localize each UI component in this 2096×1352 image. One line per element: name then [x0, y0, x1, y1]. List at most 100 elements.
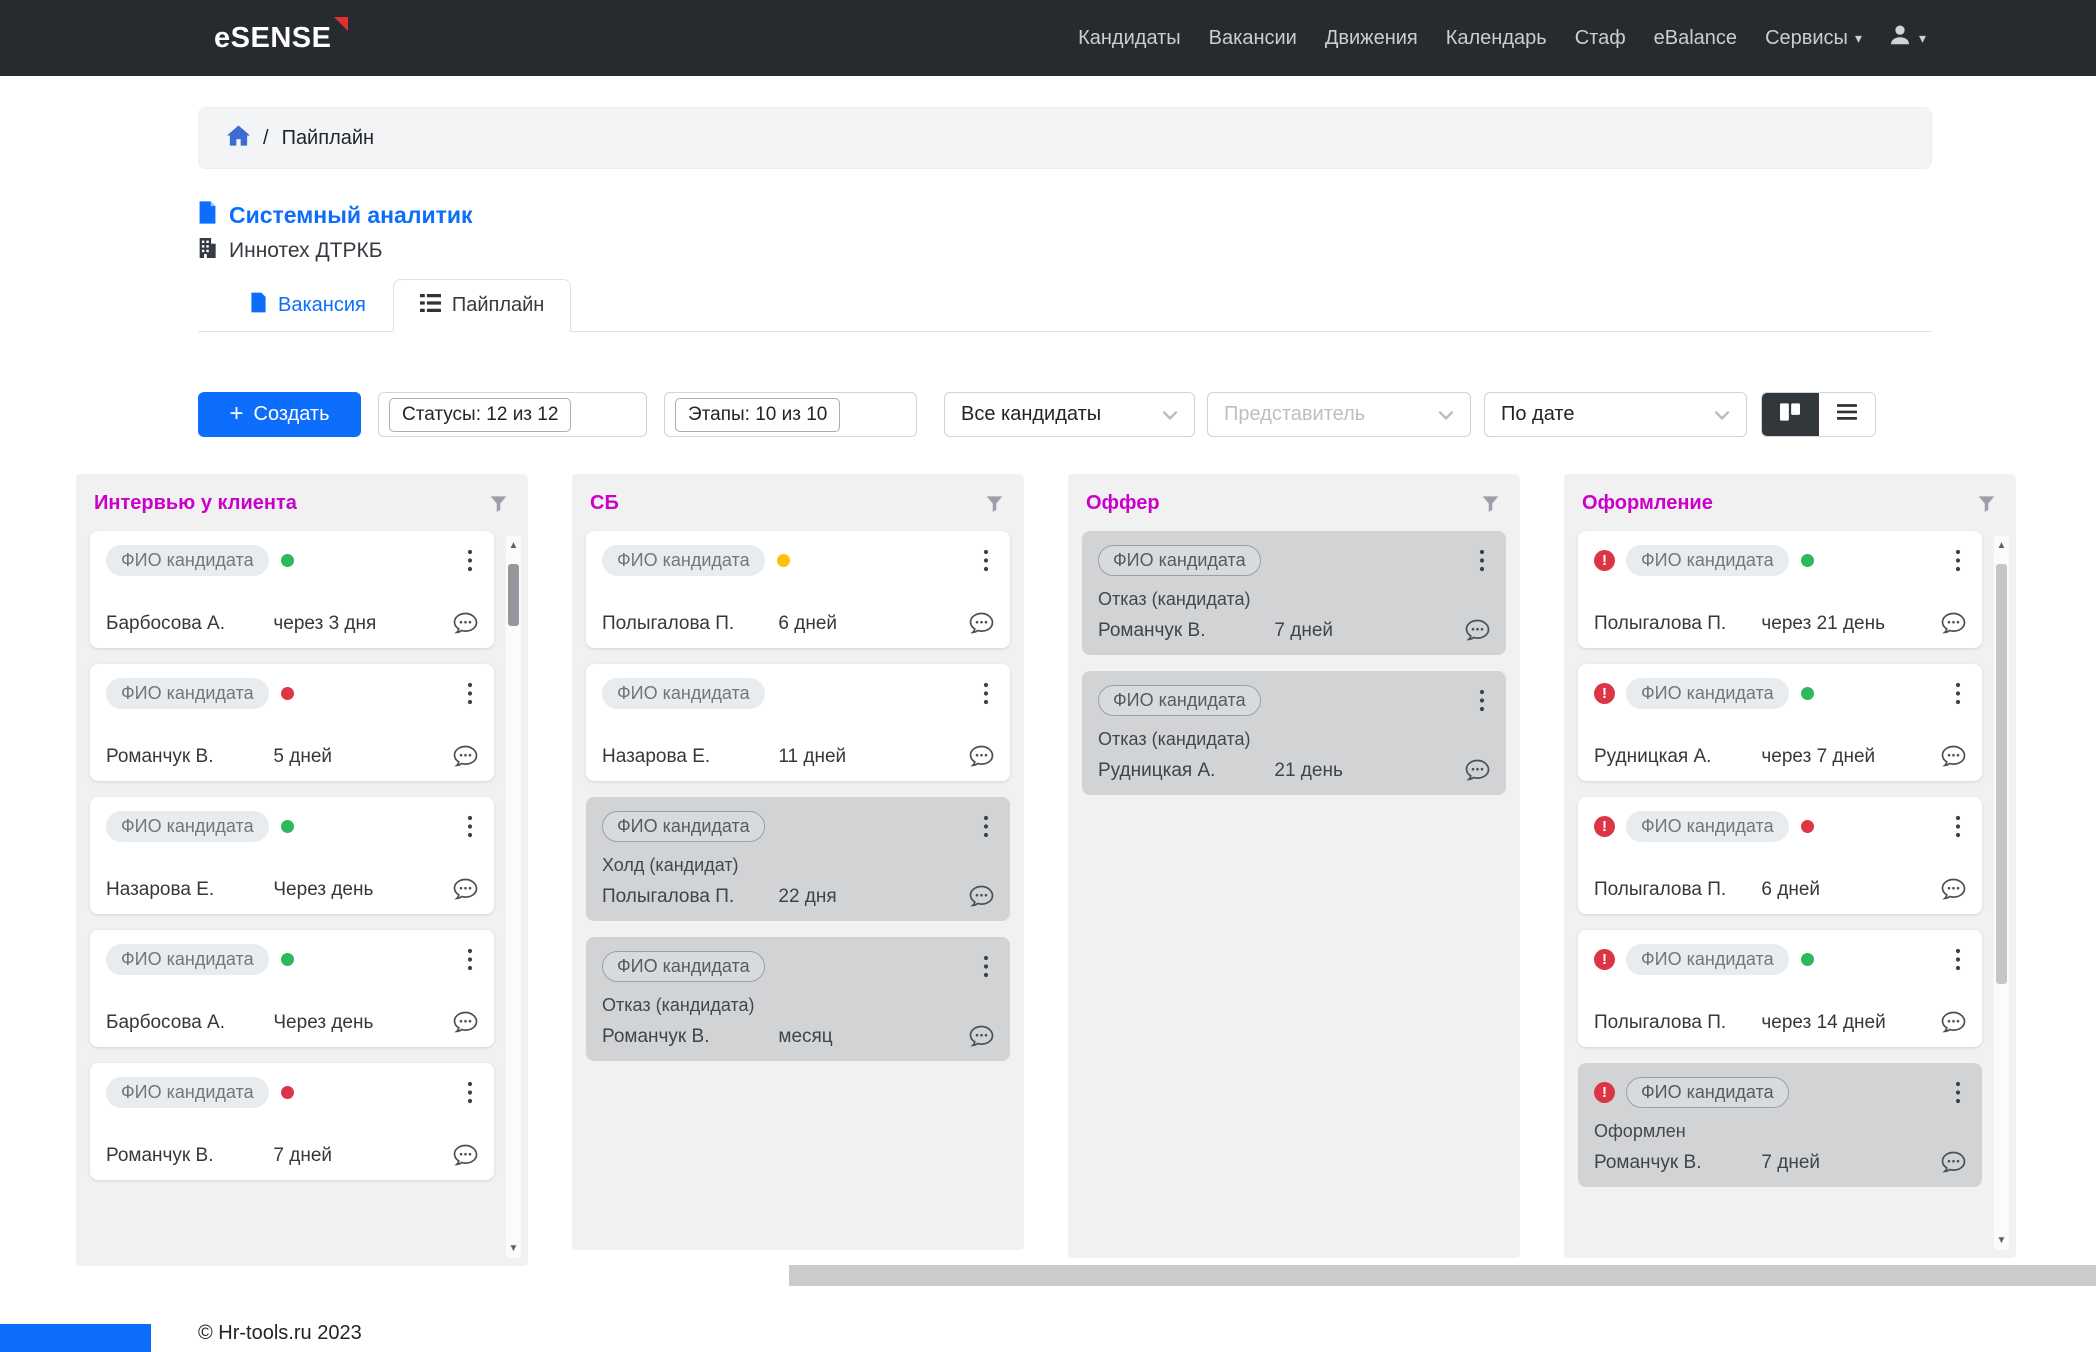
kebab-menu-icon[interactable] [462, 1080, 478, 1105]
candidate-card[interactable]: ! ФИО кандидата Полыгалова П. через 14 дней [1578, 930, 1982, 1047]
user-menu-button[interactable]: ▾ [1888, 24, 1926, 53]
tab-pipeline[interactable]: Пайплайн [392, 279, 572, 332]
app-logo[interactable]: eSENSE [214, 16, 349, 55]
candidate-card[interactable]: ФИО кандидата Романчук В. 5 дней [90, 664, 494, 781]
filter-icon[interactable] [1481, 494, 1500, 513]
footer-accent-bar [0, 1324, 151, 1352]
kebab-menu-icon[interactable] [1950, 548, 1966, 573]
card-bottom-row: Барбосова А. Через день [106, 1011, 478, 1034]
horizontal-scrollbar[interactable] [789, 1265, 2096, 1286]
scrollbar-thumb[interactable] [508, 564, 519, 626]
chat-icon[interactable] [1941, 1011, 1966, 1034]
candidate-card[interactable]: ФИО кандидата Отказ (кандидата) Рудницкая … [1082, 671, 1506, 795]
nav-item-staff[interactable]: Стаф [1575, 27, 1626, 50]
nav-item-vacancies[interactable]: Вакансии [1209, 27, 1297, 50]
chat-icon[interactable] [969, 612, 994, 635]
kebab-menu-icon[interactable] [462, 548, 478, 573]
candidate-card[interactable]: ФИО кандидата Полыгалова П. 6 дней [586, 531, 1010, 648]
breadcrumb: / Пайплайн [198, 107, 1932, 169]
tab-vacancy[interactable]: Вакансия [223, 279, 393, 332]
nav-item-movements[interactable]: Движения [1325, 27, 1418, 50]
candidate-card[interactable]: ! ФИО кандидата Полыгалова П. 6 дней [1578, 797, 1982, 914]
candidate-card[interactable]: ФИО кандидата Отказ (кандидата) Романчук В… [1082, 531, 1506, 655]
candidates-select[interactable]: Все кандидаты [944, 392, 1195, 437]
candidate-pill: ФИО кандидата [1626, 678, 1789, 709]
vacancy-title-link[interactable]: Системный аналитик [198, 201, 1932, 230]
chat-icon[interactable] [453, 745, 478, 768]
representative-select[interactable]: Представитель [1207, 392, 1471, 437]
chat-icon[interactable] [1941, 745, 1966, 768]
statuses-filter[interactable]: Статусы: 12 из 12 [378, 392, 647, 437]
kebab-menu-icon[interactable] [978, 814, 994, 839]
candidate-card[interactable]: ! ФИО кандидата Оформлен Романчук В. 7 дней [1578, 1063, 1982, 1187]
create-button[interactable]: + Создать [198, 392, 361, 437]
chat-icon[interactable] [1941, 878, 1966, 901]
chat-icon[interactable] [1465, 759, 1490, 782]
card-top-row: ФИО кандидата [602, 678, 994, 709]
card-top-row: ФИО кандидата [106, 678, 478, 709]
kebab-menu-icon[interactable] [978, 548, 994, 573]
status-dot-green [280, 554, 294, 567]
kebab-menu-icon[interactable] [1950, 814, 1966, 839]
candidates-select-value: Все кандидаты [961, 403, 1102, 425]
candidate-card[interactable]: ! ФИО кандидата Рудницкая А. через 7 дней [1578, 664, 1982, 781]
candidate-card[interactable]: ФИО кандидата Романчук В. 7 дней [90, 1063, 494, 1180]
chat-icon[interactable] [453, 1011, 478, 1034]
candidate-name: Романчук В. [1594, 1151, 1702, 1173]
user-icon [1888, 24, 1912, 53]
kebab-menu-icon[interactable] [1950, 947, 1966, 972]
chat-icon[interactable] [969, 885, 994, 908]
column-scrollbar[interactable]: ▲ ▼ [1994, 536, 2009, 1250]
scroll-up-icon[interactable]: ▲ [1996, 540, 2007, 551]
kebab-menu-icon[interactable] [462, 947, 478, 972]
nav-item-candidates[interactable]: Кандидаты [1078, 27, 1181, 50]
chat-icon[interactable] [1941, 1151, 1966, 1174]
chat-icon[interactable] [969, 1025, 994, 1048]
scrollbar-thumb[interactable] [1996, 564, 2007, 984]
filter-icon[interactable] [489, 494, 508, 513]
chat-icon[interactable] [453, 878, 478, 901]
document-icon [250, 292, 267, 319]
home-icon[interactable] [227, 124, 250, 152]
scroll-down-icon[interactable]: ▼ [1996, 1235, 2007, 1246]
candidate-card[interactable]: ФИО кандидата Назарова Е. Через день [90, 797, 494, 914]
status-dot-green [280, 820, 294, 833]
list-view-button[interactable] [1818, 393, 1875, 436]
scroll-up-icon[interactable]: ▲ [508, 540, 519, 551]
card-bottom-row: Полыгалова П. 6 дней [602, 612, 994, 635]
kebab-menu-icon[interactable] [462, 681, 478, 706]
chat-icon[interactable] [453, 1144, 478, 1167]
candidate-card[interactable]: ! ФИО кандидата Полыгалова П. через 21 день [1578, 531, 1982, 648]
chevron-down-icon [1714, 403, 1730, 426]
column-scrollbar[interactable]: ▲ ▼ [506, 536, 521, 1258]
candidate-card[interactable]: ФИО кандидата Барбосова А. через 3 дня [90, 531, 494, 648]
scroll-down-icon[interactable]: ▼ [508, 1243, 519, 1254]
nav-item-ebalance[interactable]: eBalance [1654, 27, 1737, 50]
kebab-menu-icon[interactable] [978, 954, 994, 979]
kanban-view-button[interactable] [1762, 393, 1819, 436]
chat-icon[interactable] [1941, 612, 1966, 635]
chat-icon[interactable] [453, 612, 478, 635]
filter-icon[interactable] [985, 494, 1004, 513]
candidate-card[interactable]: ФИО кандидата Холд (кандидат) Полыгалова П… [586, 797, 1010, 921]
kebab-menu-icon[interactable] [978, 681, 994, 706]
nav-item-calendar[interactable]: Календарь [1446, 27, 1547, 50]
kanban-column: Оформление! ФИО кандидата Полыгалова П. чер… [1564, 474, 2016, 1258]
sort-select[interactable]: По дате [1484, 392, 1747, 437]
stages-filter[interactable]: Этапы: 10 из 10 [664, 392, 917, 437]
chat-icon[interactable] [969, 745, 994, 768]
kebab-menu-icon[interactable] [1474, 548, 1490, 573]
candidate-card[interactable]: ФИО кандидата Назарова Е. 11 дней [586, 664, 1010, 781]
candidate-pill: ФИО кандидата [106, 811, 269, 842]
kebab-menu-icon[interactable] [1474, 688, 1490, 713]
candidate-card[interactable]: ФИО кандидата Отказ (кандидата) Романчук В… [586, 937, 1010, 1061]
kebab-menu-icon[interactable] [1950, 681, 1966, 706]
card-top-row: ФИО кандидата [106, 944, 478, 975]
nav-item-services[interactable]: Сервисы ▾ [1765, 27, 1862, 50]
filter-icon[interactable] [1977, 494, 1996, 513]
chat-icon[interactable] [1465, 619, 1490, 642]
kebab-menu-icon[interactable] [1950, 1080, 1966, 1105]
kebab-menu-icon[interactable] [462, 814, 478, 839]
candidate-card[interactable]: ФИО кандидата Барбосова А. Через день [90, 930, 494, 1047]
kanban-column: СБ ФИО кандидата Полыгалова П. 6 дней ФИО ка… [572, 474, 1024, 1250]
